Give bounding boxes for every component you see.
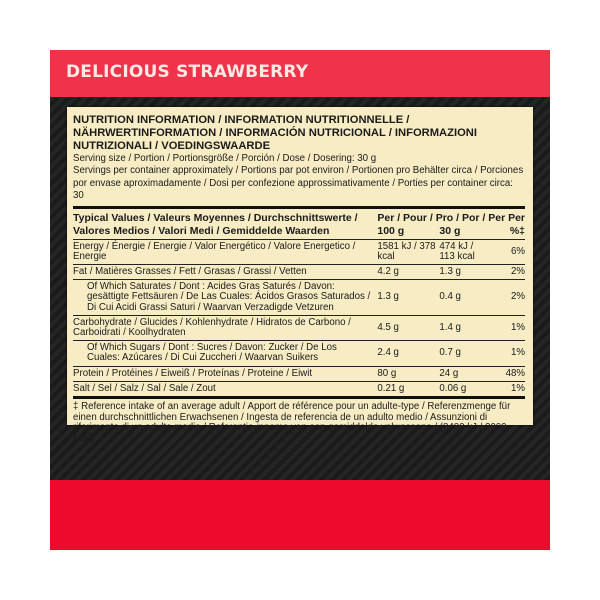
divider: [73, 205, 525, 209]
table-header: Typical Values / Valeurs Moyennes / Durc…: [73, 210, 525, 240]
row-per100: 4.2 g: [371, 264, 440, 281]
row-label: Protein / Protéines / Eiweiß / Proteínas…: [73, 366, 372, 382]
row-label: Salt / Sel / Salz / Sal / Sale / Zout: [73, 381, 372, 400]
row-ri: 48%: [489, 366, 525, 382]
header-per-group: Per / Pour / Pro / Por / Per Per: [377, 211, 525, 224]
table-row-protein: Protein / Protéines / Eiweiß / Proteínas…: [73, 366, 525, 382]
row-per30: 0.7 g: [439, 340, 490, 367]
row-per100: 0.21 g: [371, 381, 440, 400]
row-ri: 2%: [489, 279, 525, 316]
nutrition-table: Typical Values / Valeurs Moyennes / Durc…: [73, 210, 525, 400]
table-row-carbohydrate: Carbohydrate / Glucides / Kohlenhydrate …: [73, 315, 525, 342]
row-ri: 1%: [489, 315, 525, 342]
row-label: Of Which Saturates / Dont : Acides Gras …: [73, 279, 372, 316]
row-per100: 1.3 g: [371, 279, 440, 316]
table-row-sugars: Of Which Sugars / Dont : Sucres / Davon:…: [73, 340, 525, 367]
row-ri: 6%: [489, 239, 525, 266]
row-per100: 4.5 g: [371, 315, 440, 342]
row-per30: 474 kJ / 113 kcal: [439, 239, 490, 266]
row-per100: 1581 kJ / 378 kcal: [371, 239, 440, 266]
row-per100: 80 g: [371, 366, 440, 382]
row-per30: 0.4 g: [439, 279, 490, 316]
row-label: Carbohydrate / Glucides / Kohlenhydrate …: [73, 315, 372, 342]
table-row-fat: Fat / Matières Grasses / Fett / Grasas /…: [73, 264, 525, 281]
row-per30: 24 g: [439, 366, 490, 382]
flavour-banner: DELICIOUS STRAWBERRY: [50, 50, 550, 97]
nutrition-heading: NUTRITION INFORMATION / INFORMATION NUTR…: [73, 114, 477, 152]
row-per100: 2.4 g: [371, 340, 440, 367]
row-ri: 1%: [489, 381, 525, 400]
nutrition-label: NUTRITION INFORMATION / INFORMATION NUTR…: [67, 107, 533, 444]
serving-size: Serving size / Portion / Portionsgröße /…: [73, 153, 377, 164]
table-row-saturates: Of Which Saturates / Dont : Acides Gras …: [73, 279, 525, 316]
header-values: Per / Pour / Pro / Por / Per Per 100 g 3…: [371, 210, 525, 240]
row-ri: 1%: [489, 340, 525, 367]
row-label: Fat / Matières Grasses / Fett / Grasas /…: [73, 264, 372, 281]
row-per30: 0.06 g: [439, 381, 490, 400]
row-per30: 1.3 g: [439, 264, 490, 281]
reference-intake-footnote: ‡ Reference intake of an average adult /…: [73, 401, 511, 444]
header-ri: %‡: [509, 224, 525, 237]
product-label-panel: DELICIOUS STRAWBERRY NUTRITION INFORMATI…: [50, 50, 550, 550]
servings-per-container: Servings per container approximately / P…: [73, 165, 524, 202]
bottom-red-band: [50, 480, 550, 550]
row-ri: 2%: [489, 264, 525, 281]
flavour-title: DELICIOUS STRAWBERRY: [66, 62, 309, 82]
row-label: Energy / Énergie / Energie / Valor Energ…: [73, 239, 372, 266]
row-label: Of Which Sugars / Dont : Sucres / Davon:…: [73, 340, 372, 367]
header-label: Typical Values / Valeurs Moyennes / Durc…: [73, 210, 372, 240]
table-row-salt: Salt / Sel / Salz / Sal / Sale / Zout 0.…: [73, 381, 525, 400]
header-30g: 30 g: [439, 224, 461, 237]
table-row-energy: Energy / Énergie / Energie / Valor Energ…: [73, 239, 525, 266]
row-per30: 1.4 g: [439, 315, 490, 342]
header-100g: 100 g: [377, 224, 405, 237]
